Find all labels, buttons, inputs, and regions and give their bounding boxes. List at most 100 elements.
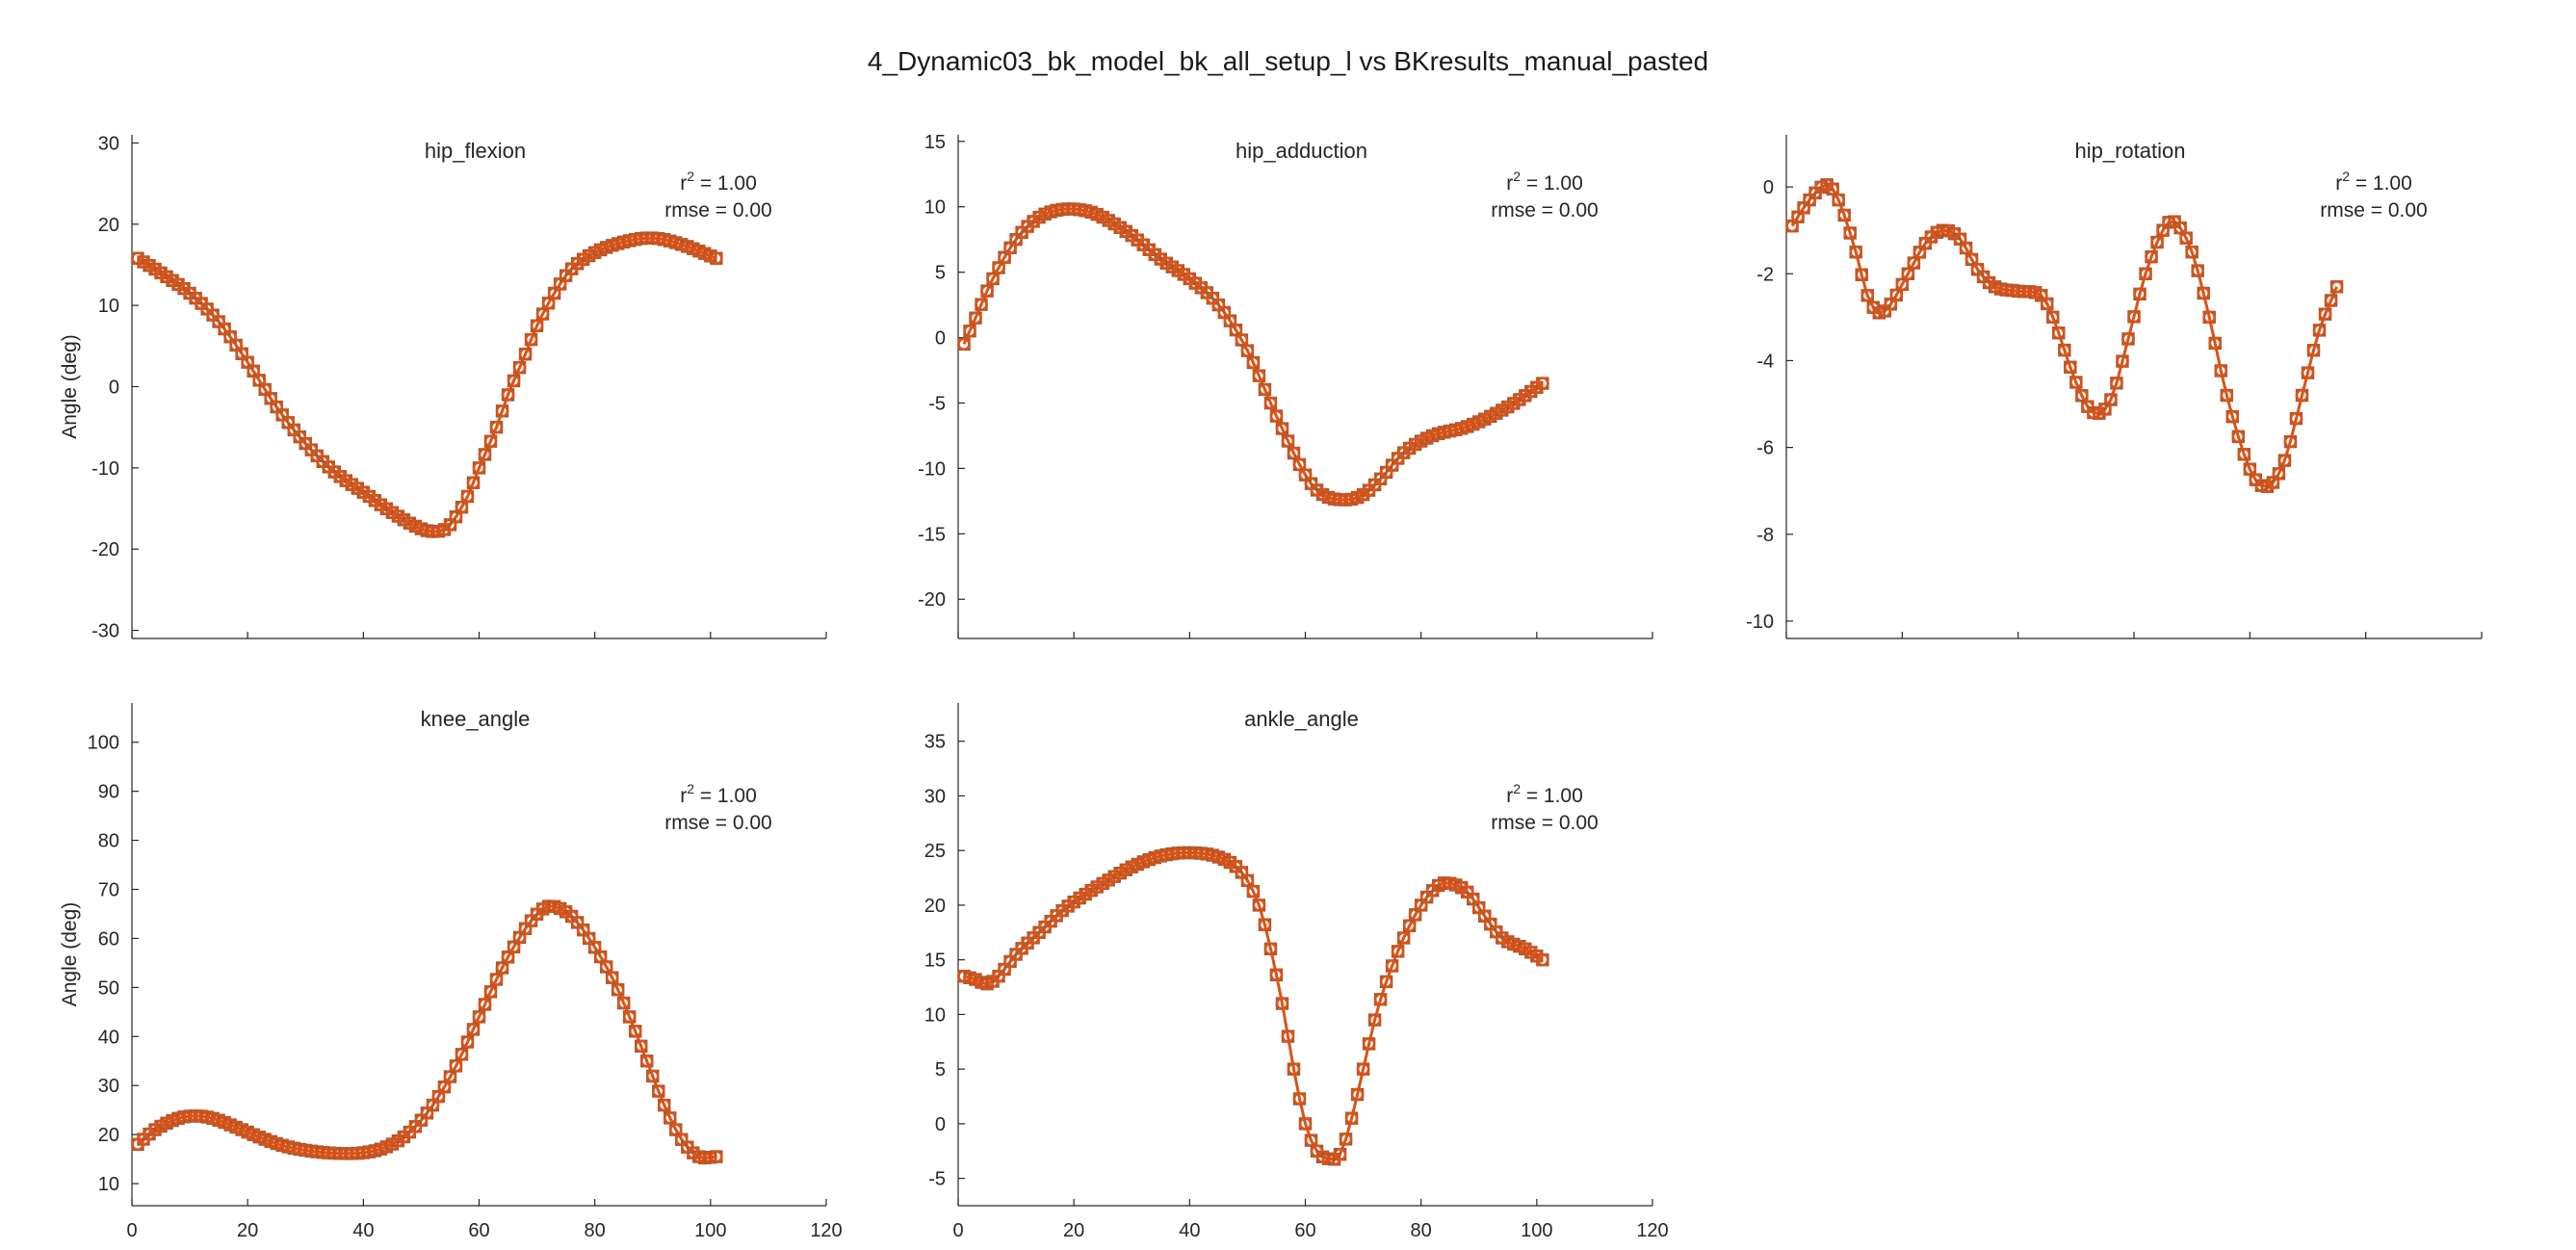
series-line xyxy=(137,236,717,534)
y-tick-label: -20 xyxy=(918,589,946,611)
y-tick-label: -5 xyxy=(928,1169,946,1190)
y-tick-label: 25 xyxy=(924,841,946,862)
rmse-annotation: rmse = 0.00 xyxy=(1491,812,1598,834)
data-point-circle xyxy=(2301,366,2315,379)
data-point-circle xyxy=(466,1023,481,1036)
data-point-circle xyxy=(975,298,988,311)
data-point-circle xyxy=(1281,434,1295,448)
data-point-circle xyxy=(639,1054,654,1068)
y-tick-label: 80 xyxy=(98,831,119,852)
data-point-circle xyxy=(1240,344,1255,357)
data-point-circle xyxy=(2127,310,2141,324)
x-tick-label: 100 xyxy=(1521,1220,1552,1241)
r-squared-annotation: r2 = 1.00 xyxy=(1506,781,1583,807)
y-tick-label: 30 xyxy=(98,1076,119,1097)
data-point-circle xyxy=(1849,245,1862,259)
data-point-circle xyxy=(1252,898,1266,912)
data-point-circle xyxy=(2145,249,2158,264)
y-tick-label: -2 xyxy=(1756,264,1774,285)
data-point-circle xyxy=(1281,1029,1295,1043)
subplot-hip-rotation: -10 -8 -6 -4 -2 0 hip_rotation r2 = 1.00 rmse = … xyxy=(1746,135,2483,639)
data-point-circle xyxy=(1258,918,1272,932)
data-point-circle xyxy=(963,324,976,338)
data-point-circle xyxy=(1373,993,1388,1006)
data-point-circle xyxy=(611,982,625,997)
r-squared-annotation: r2 = 1.00 xyxy=(680,169,757,195)
x-tick-label: 100 xyxy=(694,1220,726,1241)
data-point-circle xyxy=(518,347,533,361)
subplot-title: hip_rotation xyxy=(2075,139,2186,163)
data-point-circle xyxy=(2185,245,2199,259)
data-point-circle xyxy=(1344,1111,1359,1126)
data-point-circle xyxy=(2064,360,2077,375)
data-point-circle xyxy=(1263,942,1278,956)
data-point-circle xyxy=(2225,409,2240,424)
data-point-circle xyxy=(1263,396,1278,410)
y-tick-label: -5 xyxy=(928,393,946,414)
x-tick-label: 80 xyxy=(585,1220,606,1241)
y-tick-label: 10 xyxy=(924,1004,946,1026)
y-axis-label: Angle (deg) xyxy=(59,902,81,1007)
data-point-circle xyxy=(501,388,515,402)
data-point-circle xyxy=(1837,208,1851,222)
data-point-circle xyxy=(2329,280,2344,294)
data-point-circle xyxy=(2040,297,2054,311)
data-point-circle xyxy=(2277,454,2292,467)
y-tick-label: -10 xyxy=(918,458,946,480)
data-point-circle xyxy=(1246,884,1261,898)
data-point-circle xyxy=(616,996,631,1010)
y-tick-label: 5 xyxy=(935,263,946,284)
y-tick-label: 5 xyxy=(935,1059,946,1081)
data-point-circle xyxy=(2069,376,2083,389)
r-squared-annotation: r2 = 1.00 xyxy=(1506,169,1583,195)
y-tick-label: 90 xyxy=(98,782,119,803)
data-point-circle xyxy=(2191,264,2204,277)
data-point-circle xyxy=(1287,1062,1301,1076)
data-point-circle xyxy=(1275,422,1289,435)
data-point-circle xyxy=(710,1150,723,1163)
data-point-circle xyxy=(2133,287,2147,301)
data-point-circle xyxy=(455,1048,469,1061)
data-point-circle xyxy=(1379,975,1393,989)
data-point-circle xyxy=(1367,1013,1382,1027)
data-point-circle xyxy=(628,1025,642,1038)
y-tick-label: -4 xyxy=(1756,351,1774,372)
x-tick-label: 120 xyxy=(1636,1220,1668,1241)
y-tick-label: -15 xyxy=(918,524,946,545)
data-point-circle xyxy=(1536,377,1549,390)
y-tick-label: 30 xyxy=(98,133,119,154)
data-point-circle xyxy=(2283,434,2298,449)
y-tick-label: 40 xyxy=(98,1027,119,1048)
data-point-circle xyxy=(472,461,486,475)
data-point-circle xyxy=(651,1084,665,1098)
y-tick-label: 0 xyxy=(935,328,946,350)
x-tick-label: 0 xyxy=(126,1220,137,1241)
data-point-circle xyxy=(2139,267,2152,281)
data-point-circle xyxy=(495,404,509,418)
subplot-hip-flexion: -30 -20 -10 0 10 20 30 hip_flexion Angle (deg) r2… xyxy=(59,133,827,642)
data-point-circle xyxy=(2058,343,2071,357)
x-tick-label: 20 xyxy=(237,1220,258,1241)
y-tick-label: -10 xyxy=(91,458,119,480)
data-point-circle xyxy=(1362,1037,1376,1051)
rmse-annotation: rmse = 0.00 xyxy=(2320,199,2427,221)
subplot-ankle-angle: 0 20 40 60 80 100 120 -5 0 5 10 15 20 25 30 35 ankle_ang… xyxy=(924,703,1669,1241)
data-point-circle xyxy=(1843,226,1857,240)
data-point-circle xyxy=(2116,354,2129,368)
r-squared-annotation: r2 = 1.00 xyxy=(2335,169,2412,195)
y-tick-label: 10 xyxy=(98,296,119,317)
figure-title: 4_Dynamic03_bk_model_bk_all_setup_l vs B… xyxy=(867,46,1709,76)
data-point-circle xyxy=(483,434,498,448)
x-tick-label: 60 xyxy=(468,1220,489,1241)
data-point-circle xyxy=(1339,1133,1353,1146)
x-tick-label: 20 xyxy=(1063,1220,1084,1241)
data-point-circle xyxy=(478,448,492,461)
y-tick-label: 20 xyxy=(98,1125,119,1146)
series-line xyxy=(962,207,1544,502)
data-point-circle xyxy=(1396,931,1411,945)
data-point-circle xyxy=(710,251,723,266)
y-tick-label: 0 xyxy=(935,1114,946,1135)
data-point-circle xyxy=(507,374,521,388)
rmse-annotation: rmse = 0.00 xyxy=(1491,199,1598,221)
